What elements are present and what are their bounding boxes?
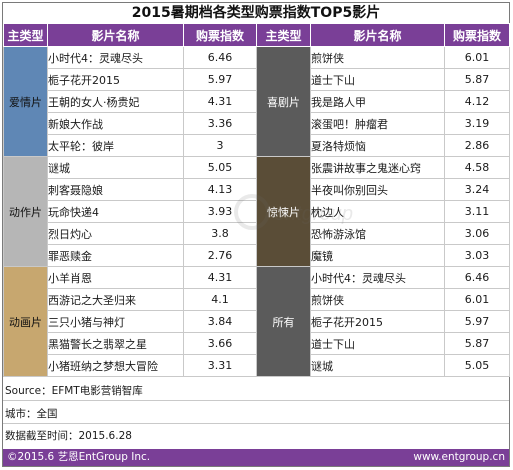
table-row: 动作片 谜城 5.05 惊悚片 张震讲故事之鬼迷心窍 4.58 [3, 156, 510, 267]
header-category-right: 主类型 [256, 23, 311, 47]
ticket-index-cell: 5.97 [183, 68, 257, 91]
ticket-index-cell: 4.1 [183, 288, 257, 311]
table-row: 小猪班纳之梦想大冒险 3.31 谜城 5.05 [4, 354, 510, 377]
table-row: 栀子花开2015 5.97 道士下山 5.87 [4, 68, 510, 91]
category-cell: 动画片 [3, 266, 48, 377]
movie-name-cell: 小猪班纳之梦想大冒险 [47, 354, 184, 377]
table-row: 玩命快递4 3.93 枕边人 3.11 [4, 200, 510, 223]
category-cell: 所有 [256, 266, 311, 377]
table-row: 三只小猪与神灯 3.84 栀子花开2015 5.97 [4, 310, 510, 333]
movie-name-cell: 新娘大作战 [47, 112, 184, 135]
ticket-index-cell: 3 [183, 134, 257, 157]
ticket-index-cell: 3.8 [183, 222, 257, 245]
ranking-table: 主类型 影片名称 购票指数 主类型 影片名称 购票指数 爱情片 小时代4：灵魂尽头… [3, 23, 510, 377]
category-cell: 惊悚片 [256, 156, 311, 267]
ticket-index-cell: 4.12 [444, 90, 510, 113]
movie-name-cell: 谜城 [47, 156, 184, 179]
header-movie-right: 影片名称 [310, 23, 445, 47]
table-row: 烈日灼心 3.8 恐怖游泳馆 3.06 [4, 222, 510, 245]
chart-title: 2015暑期档各类型购票指数TOP5影片 [131, 5, 381, 21]
movie-name-cell: 黑猫警长之翡翠之星 [47, 332, 184, 355]
movie-name-cell: 刺客聂隐娘 [47, 178, 184, 201]
ticket-index-cell: 5.87 [444, 68, 510, 91]
ticket-index-cell: 5.97 [444, 310, 510, 333]
movie-name-cell: 道士下山 [310, 332, 445, 355]
website-link[interactable]: www.entgroup.cn [413, 451, 505, 463]
ticket-index-cell: 4.31 [183, 266, 257, 289]
movie-name-cell: 西游记之大圣归来 [47, 288, 184, 311]
movie-name-cell: 恐怖游泳馆 [310, 222, 445, 245]
movie-name-cell: 张震讲故事之鬼迷心窍 [310, 156, 445, 179]
ticket-index-cell: 5.05 [183, 156, 257, 179]
movie-name-cell: 王朝的女人·杨贵妃 [47, 90, 184, 113]
movie-name-cell: 夏洛特烦恼 [310, 134, 445, 157]
movie-name-cell: 栀子花开2015 [310, 310, 445, 333]
movie-name-cell: 罪恶赎金 [47, 244, 184, 267]
movie-name-cell: 道士下山 [310, 68, 445, 91]
movie-name-cell: 太平轮：彼岸 [47, 134, 184, 157]
ticket-index-cell: 3.31 [183, 354, 257, 377]
ticket-index-cell: 2.76 [183, 244, 257, 267]
movie-name-cell: 小羊肖恩 [47, 266, 184, 289]
movie-name-cell: 栀子花开2015 [47, 68, 184, 91]
table-header-row: 主类型 影片名称 购票指数 主类型 影片名称 购票指数 [3, 23, 510, 47]
movie-name-cell: 滚蛋吧！肿瘤君 [310, 112, 445, 135]
ticket-index-cell: 4.31 [183, 90, 257, 113]
table-row: 刺客聂隐娘 4.13 半夜叫你别回头 3.24 [4, 178, 510, 201]
source-note: Source：EFMT电影营销智库 [3, 381, 509, 401]
copyright-text: ©2015.6 艺恩EntGroup Inc. [7, 451, 151, 463]
ticket-index-cell: 2.86 [444, 134, 510, 157]
ticket-index-cell: 3.19 [444, 112, 510, 135]
table-row: 动画片 小羊肖恩 4.31 所有 小时代4：灵魂尽头 6.46 [3, 266, 510, 377]
table-row: 新娘大作战 3.36 滚蛋吧！肿瘤君 3.19 [4, 112, 510, 135]
header-index-right: 购票指数 [444, 23, 510, 47]
date-note: 数据截至时间：2015.6.28 [5, 430, 132, 442]
movie-name-cell: 三只小猪与神灯 [47, 310, 184, 333]
movie-name-cell: 谜城 [310, 354, 445, 377]
ticket-index-cell: 3.36 [183, 112, 257, 135]
chart-frame [2, 2, 510, 467]
ticket-index-cell: 4.13 [183, 178, 257, 201]
category-cell: 喜剧片 [256, 46, 311, 157]
movie-name-cell: 我是路人甲 [310, 90, 445, 113]
ticket-index-cell: 3.84 [183, 310, 257, 333]
ticket-index-cell: 5.87 [444, 332, 510, 355]
movie-name-cell: 半夜叫你别回头 [310, 178, 445, 201]
ticket-index-cell: 5.05 [444, 354, 510, 377]
ticket-index-cell: 3.03 [444, 244, 510, 267]
movie-name-cell: 小时代4：灵魂尽头 [310, 266, 445, 289]
movie-name-cell: 煎饼侠 [310, 288, 445, 311]
ticket-index-cell: 6.46 [444, 266, 510, 289]
header-index-left: 购票指数 [183, 23, 257, 47]
movie-name-cell: 烈日灼心 [47, 222, 184, 245]
ticket-index-cell: 6.46 [183, 46, 257, 69]
ticket-index-cell: 4.58 [444, 156, 510, 179]
table-row: 爱情片 小时代4：灵魂尽头 6.46 喜剧片 煎饼侠 6.01 [3, 46, 510, 157]
movie-name-cell: 枕边人 [310, 200, 445, 223]
table-row: 西游记之大圣归来 4.1 煎饼侠 6.01 [4, 288, 510, 311]
category-cell: 爱情片 [3, 46, 48, 157]
ticket-index-cell: 3.11 [444, 200, 510, 223]
ticket-index-cell: 3.24 [444, 178, 510, 201]
category-cell: 动作片 [3, 156, 48, 267]
movie-name-cell: 小时代4：灵魂尽头 [47, 46, 184, 69]
table-row: 太平轮：彼岸 3 夏洛特烦恼 2.86 [4, 134, 510, 157]
ticket-index-cell: 3.93 [183, 200, 257, 223]
ticket-index-cell: 3.06 [444, 222, 510, 245]
header-movie-left: 影片名称 [47, 23, 184, 47]
ticket-index-cell: 3.66 [183, 332, 257, 355]
ticket-index-cell: 6.01 [444, 288, 510, 311]
header-category-left: 主类型 [3, 23, 48, 47]
footer-bar: ©2015.6 艺恩EntGroup Inc. www.entgroup.cn [3, 449, 509, 466]
movie-name-cell: 魔镜 [310, 244, 445, 267]
movie-name-cell: 煎饼侠 [310, 46, 445, 69]
ticket-index-cell: 6.01 [444, 46, 510, 69]
movie-name-cell: 玩命快递4 [47, 200, 184, 223]
city-note: 城市：全国 [3, 404, 509, 424]
